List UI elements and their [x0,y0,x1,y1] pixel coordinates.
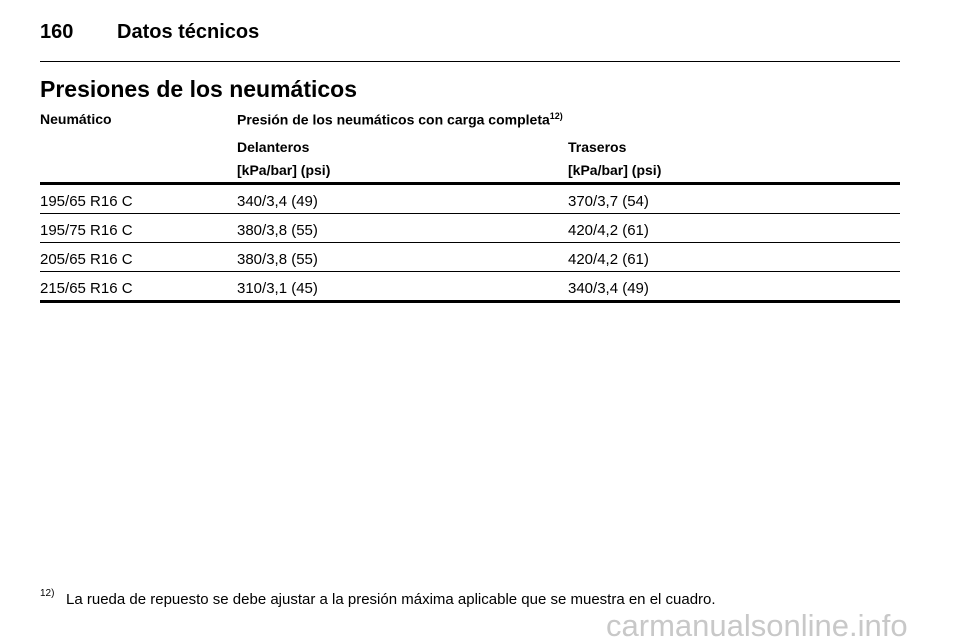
column-header: Presión de los neumáticos con carga comp… [237,112,563,127]
table-cell: 370/3,7 (54) [568,193,649,210]
table-rule [40,182,900,185]
table-cell: 340/3,4 (49) [568,280,649,297]
column-header: Neumático [40,111,112,127]
table-cell: 215/65 R16 C [40,280,133,297]
column-header: Delanteros [237,139,310,155]
column-header: Traseros [568,139,627,155]
table-cell: 420/4,2 (61) [568,222,649,239]
table-cell: 380/3,8 (55) [237,251,318,268]
page-title: Presiones de los neumáticos [40,76,358,102]
table-cell: 380/3,8 (55) [237,222,318,239]
table-cell: 310/3,1 (45) [237,280,318,297]
table-cell: 195/75 R16 C [40,222,133,239]
row-rule [40,242,900,243]
footnote-ref: 12) [549,111,563,121]
page-number: 160 [40,21,74,43]
footnote-mark: 12) [40,588,55,599]
row-rule [40,213,900,214]
table-cell: 420/4,2 (61) [568,251,649,268]
table-cell: 195/65 R16 C [40,193,133,210]
section-title: Datos técnicos [117,21,260,43]
column-header-text: Presión de los neumáticos con carga comp… [237,111,550,128]
column-unit: [kPa/bar] (psi) [568,162,662,178]
footnote-text: La rueda de repuesto se debe ajustar a l… [66,591,716,608]
table-cell: 340/3,4 (49) [237,193,318,210]
watermark: carmanualsonline.info [606,608,908,642]
table-cell: 205/65 R16 C [40,251,133,268]
column-unit: [kPa/bar] (psi) [237,162,331,178]
row-rule [40,271,900,272]
row-rule [40,300,900,303]
header-rule [40,61,900,62]
